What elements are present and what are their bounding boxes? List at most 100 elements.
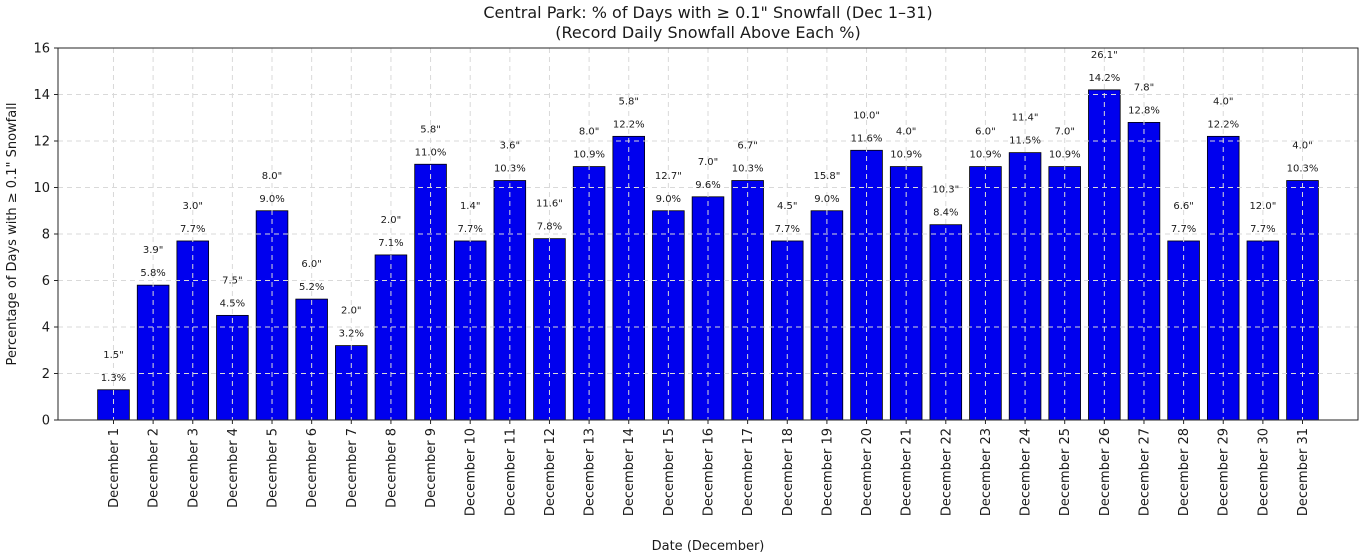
value-label: 5.2% [299, 282, 324, 293]
value-label: 10.9% [1049, 150, 1081, 161]
x-tick-label: December 5 [266, 428, 281, 508]
value-label: 12.8% [1128, 105, 1160, 116]
value-label: 9.0% [814, 194, 839, 205]
record-label: 7.5" [222, 275, 243, 286]
value-label: 7.1% [378, 238, 403, 249]
y-axis-label: Percentage of Days with ≥ 0.1" Snowfall [5, 103, 20, 366]
record-label: 3.0" [183, 201, 204, 212]
value-label: 10.9% [573, 150, 605, 161]
x-tick-label: December 1 [107, 428, 122, 508]
record-label: 11.6" [536, 199, 563, 210]
record-label: 3.6" [500, 141, 521, 152]
x-tick-label: December 2 [147, 428, 162, 508]
x-tick-label: December 24 [1019, 428, 1034, 516]
x-tick-label: December 31 [1296, 428, 1311, 516]
x-tick-label: December 9 [424, 428, 439, 508]
y-tick-label: 6 [42, 274, 50, 289]
record-label: 4.5" [777, 201, 798, 212]
record-label: 8.0" [262, 171, 283, 182]
x-axis-label: Date (December) [652, 539, 765, 554]
value-label: 7.7% [1250, 224, 1275, 235]
y-tick-label: 16 [33, 42, 50, 57]
x-tick-label: December 18 [781, 428, 796, 516]
record-label: 12.7" [655, 171, 682, 182]
value-label: 8.4% [933, 208, 958, 219]
value-label: 3.2% [339, 329, 364, 340]
value-label: 10.9% [890, 150, 922, 161]
record-label: 11.4" [1012, 113, 1039, 124]
y-tick-label: 8 [42, 228, 50, 243]
x-tick-label: December 29 [1217, 428, 1232, 516]
value-label: 12.2% [1207, 119, 1239, 130]
x-tick-label: December 28 [1177, 428, 1192, 516]
y-tick-label: 2 [42, 367, 50, 382]
chart-title: Central Park: % of Days with ≥ 0.1" Snow… [483, 3, 933, 22]
value-label: 7.7% [457, 224, 482, 235]
value-label: 7.7% [775, 224, 800, 235]
record-label: 7.0" [698, 157, 719, 168]
record-label: 7.0" [1054, 127, 1075, 138]
x-tick-label: December 6 [305, 428, 320, 508]
record-label: 6.0" [301, 259, 322, 270]
x-tick-label: December 27 [1137, 428, 1152, 516]
value-label: 10.3% [1287, 164, 1319, 175]
y-tick-label: 14 [33, 88, 50, 103]
value-label: 12.2% [613, 119, 645, 130]
x-tick-label: December 7 [345, 428, 360, 508]
x-tick-label: December 26 [1098, 428, 1113, 516]
bar [810, 210, 844, 421]
x-tick-label: December 20 [860, 428, 875, 516]
x-tick-label: December 15 [662, 428, 677, 516]
value-label: 9.0% [259, 194, 284, 205]
value-label: 10.9% [970, 150, 1002, 161]
x-tick-label: December 10 [464, 428, 479, 516]
x-tick-label: December 30 [1256, 428, 1271, 516]
value-label: 10.3% [732, 164, 764, 175]
value-label: 9.6% [695, 180, 720, 191]
x-tick-label: December 4 [226, 428, 241, 508]
y-tick-label: 10 [33, 181, 50, 196]
y-tick-label: 12 [33, 135, 50, 150]
value-label: 11.6% [851, 133, 883, 144]
value-label: 4.5% [220, 298, 245, 309]
record-label: 6.7" [737, 141, 758, 152]
value-label: 5.8% [140, 268, 165, 279]
value-label: 1.3% [101, 373, 126, 384]
value-label: 9.0% [656, 194, 681, 205]
value-label: 11.0% [415, 147, 447, 158]
record-label: 15.8" [813, 171, 840, 182]
record-label: 1.5" [103, 350, 124, 361]
value-label: 11.5% [1009, 136, 1041, 147]
record-label: 1.4" [460, 201, 481, 212]
value-label: 7.7% [180, 224, 205, 235]
record-label: 2.0" [381, 215, 402, 226]
record-label: 8.0" [579, 127, 600, 138]
x-tick-label: December 21 [900, 428, 915, 516]
record-label: 5.8" [420, 124, 441, 135]
record-label: 10.3" [932, 185, 959, 196]
record-label: 10.0" [853, 110, 880, 121]
bar [1127, 122, 1161, 421]
x-tick-label: December 23 [979, 428, 994, 516]
record-label: 4.0" [1213, 96, 1234, 107]
bar [255, 210, 289, 421]
value-label: 10.3% [494, 164, 526, 175]
record-label: 6.0" [975, 127, 996, 138]
record-label: 4.0" [896, 127, 917, 138]
record-label: 6.6" [1173, 201, 1194, 212]
record-label: 26.1" [1091, 50, 1118, 61]
x-tick-label: December 19 [820, 428, 835, 516]
value-label: 7.8% [537, 222, 562, 233]
chart-subtitle: (Record Daily Snowfall Above Each %) [555, 23, 861, 42]
value-label: 7.7% [1171, 224, 1196, 235]
record-label: 12.0" [1249, 201, 1276, 212]
bar [652, 210, 685, 421]
record-label: 2.0" [341, 306, 362, 317]
record-label: 4.0" [1292, 141, 1313, 152]
x-tick-label: December 17 [741, 428, 756, 516]
x-tick-label: December 22 [939, 428, 954, 516]
x-tick-label: December 25 [1058, 428, 1073, 516]
y-tick-label: 4 [42, 321, 50, 336]
